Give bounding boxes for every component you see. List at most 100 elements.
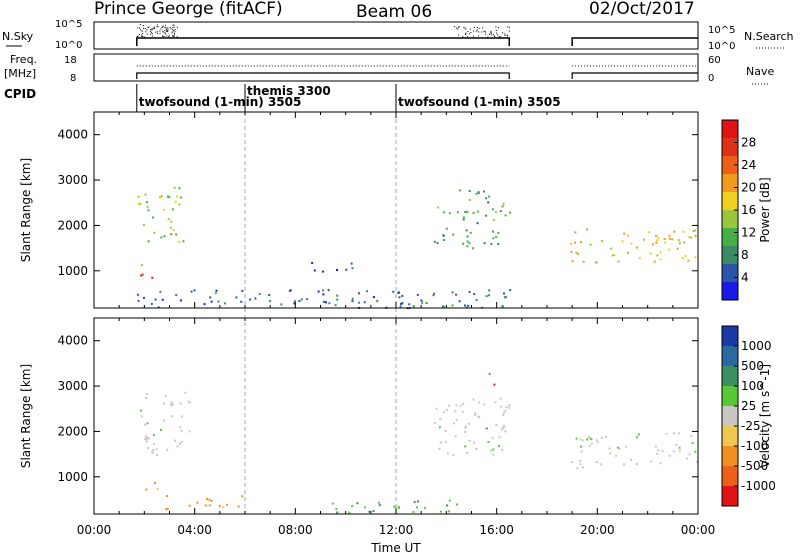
- colorbar-tick-label: 500: [741, 359, 764, 373]
- data-cell: [600, 436, 603, 439]
- data-cell: [468, 290, 471, 293]
- data-cell: [491, 449, 494, 452]
- noise-search-point: [156, 31, 158, 33]
- data-cell: [473, 293, 476, 296]
- data-cell: [678, 432, 681, 435]
- data-cell: [294, 300, 296, 303]
- noise-search-point: [499, 36, 501, 38]
- noise-search-point: [136, 35, 138, 37]
- date-title: 02/Oct/2017: [589, 0, 695, 19]
- noise-search-point: [457, 28, 459, 30]
- data-cell: [146, 393, 149, 395]
- noise-search-point: [176, 26, 178, 28]
- data-cell: [170, 233, 173, 236]
- data-cell: [509, 289, 512, 292]
- data-cell: [336, 269, 338, 271]
- data-cell: [617, 260, 620, 263]
- data-cell: [313, 269, 316, 272]
- y-tick-label: 4000: [57, 334, 88, 348]
- data-cell: [474, 412, 477, 415]
- colorbar-tick-label: 12: [741, 226, 756, 240]
- data-cell: [223, 302, 226, 305]
- data-cell: [491, 436, 494, 439]
- noise-search-point: [490, 30, 492, 32]
- data-cell: [601, 239, 603, 242]
- data-cell: [447, 510, 450, 513]
- noise-search-point: [161, 27, 163, 29]
- data-cell: [235, 296, 238, 299]
- data-cell: [258, 293, 261, 296]
- data-cell: [604, 435, 607, 438]
- data-cell: [688, 453, 691, 456]
- data-cell: [652, 243, 654, 246]
- data-cell: [678, 446, 681, 449]
- noise-search-point: [500, 36, 502, 38]
- data-cell: [475, 192, 478, 195]
- data-cell: [613, 254, 616, 257]
- colorbar-segment: [722, 264, 738, 283]
- data-cell: [159, 196, 162, 199]
- time-tick-label: 00:00: [681, 523, 716, 537]
- data-cell: [444, 429, 447, 432]
- noise-search-point: [162, 35, 164, 37]
- data-cell: [657, 449, 660, 452]
- data-cell: [176, 445, 179, 448]
- data-cell: [659, 251, 662, 254]
- noise-right-tick-bottom: 10^0: [708, 41, 735, 52]
- data-cell: [152, 216, 154, 219]
- noise-search-point: [490, 31, 492, 33]
- data-cell: [173, 186, 176, 189]
- data-cell: [155, 448, 158, 451]
- noise-right-tick-top: 10^5: [708, 25, 735, 36]
- data-cell: [675, 444, 678, 446]
- noise-search-point: [476, 27, 478, 29]
- data-cell: [412, 305, 415, 308]
- noise-search-point: [498, 27, 500, 29]
- data-cell: [490, 242, 493, 245]
- data-cell: [448, 499, 451, 502]
- noise-search-point: [155, 31, 157, 33]
- data-cell: [499, 397, 502, 400]
- data-cell: [464, 211, 467, 214]
- data-cell: [417, 500, 419, 503]
- data-cell: [671, 238, 674, 241]
- noise-search-point: [142, 27, 144, 29]
- data-cell: [683, 241, 686, 244]
- data-cell: [351, 267, 354, 270]
- time-tick-label: 16:00: [479, 523, 514, 537]
- data-cell: [363, 301, 366, 304]
- colorbar-frame: [721, 325, 739, 507]
- data-cell: [575, 437, 578, 440]
- data-cell: [140, 415, 143, 418]
- power-colorbar: 4 8 12 16 20 24 28: [721, 119, 756, 301]
- data-cell: [147, 447, 149, 449]
- noise-search-point: [458, 27, 460, 29]
- data-cell: [501, 205, 504, 208]
- data-cell: [439, 510, 442, 513]
- noise-search-point: [141, 34, 143, 36]
- data-cell: [636, 246, 638, 249]
- data-cell: [136, 293, 139, 296]
- data-cell: [637, 433, 640, 436]
- noise-search-point: [172, 29, 174, 31]
- data-cell: [694, 450, 697, 453]
- power-colorbar-label: Power [dB]: [758, 177, 772, 242]
- noise-search-point: [144, 36, 146, 38]
- data-cell: [623, 463, 626, 466]
- data-cell: [366, 290, 369, 293]
- noise-search-point: [150, 29, 152, 31]
- y-tick-label: 4000: [57, 128, 88, 142]
- data-cell: [179, 426, 182, 429]
- data-cell: [503, 411, 505, 414]
- data-cell: [488, 372, 491, 375]
- data-cell: [152, 434, 155, 437]
- data-cell: [571, 260, 574, 263]
- colorbar-segment: [722, 326, 738, 347]
- data-cell: [582, 260, 585, 263]
- velocity-yticks: 1000 2000 3000 4000: [57, 334, 698, 484]
- data-cell: [335, 508, 338, 510]
- freq-right-tick-bottom: 0: [708, 73, 714, 84]
- power-ylabel: Slant Range [km]: [19, 158, 33, 262]
- noise-search-point: [167, 36, 169, 38]
- data-cell: [505, 406, 508, 409]
